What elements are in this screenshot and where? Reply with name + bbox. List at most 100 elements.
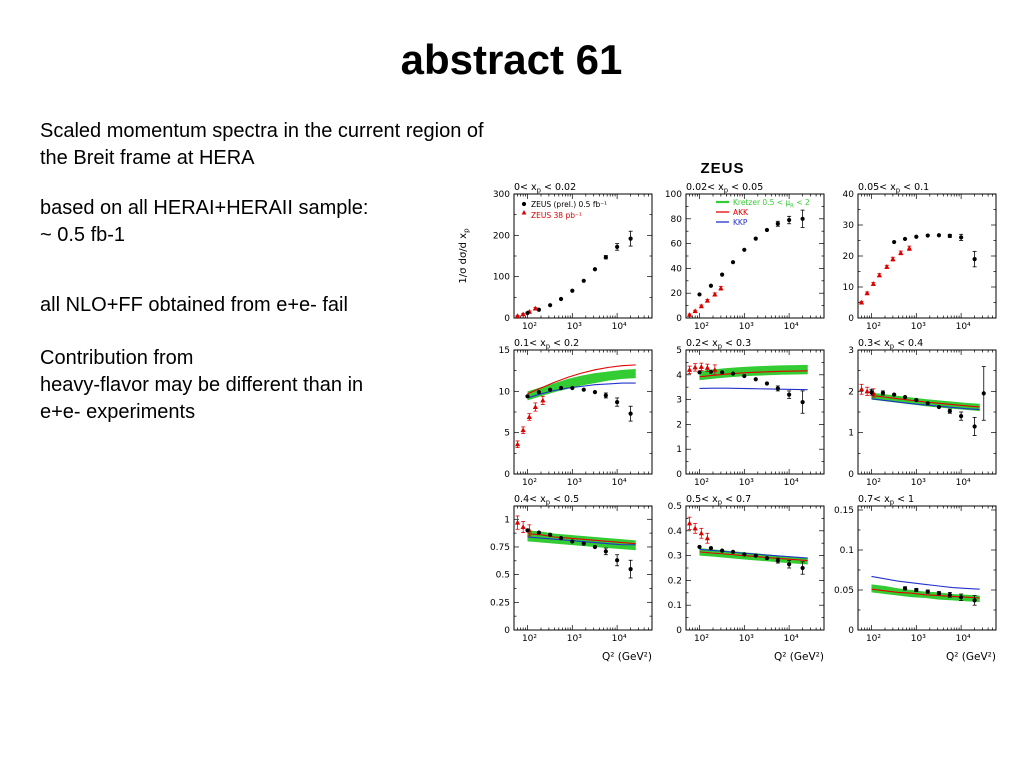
- zeus38-point: [704, 535, 710, 541]
- zeus-point: [936, 404, 942, 410]
- akk-line: [699, 370, 808, 378]
- zeus-point: [525, 394, 530, 399]
- zeus38-point: [698, 364, 704, 369]
- zeus38-point: [870, 281, 876, 286]
- y-tick-label: 0.25: [490, 598, 510, 608]
- y-tick-label: 15: [499, 346, 510, 356]
- zeus38-point: [884, 264, 890, 269]
- x-tick-label: 10²: [866, 322, 881, 332]
- x-tick-label: 10²: [694, 322, 709, 332]
- zeus-point: [947, 592, 952, 597]
- y-axis-title: 1/σ dσ/d xp: [458, 228, 471, 284]
- x-tick-label: 10⁴: [784, 634, 799, 644]
- panel-label: 0< xp < 0.02: [514, 182, 576, 195]
- kkp-line: [527, 382, 636, 399]
- plot-panel: 10² 10³ 10⁴ 0 100 200 300 0< xp < 0.02 ZEUS (pre…: [493, 182, 653, 332]
- zeus38-point: [906, 245, 912, 251]
- y-tick-label: 2: [676, 420, 682, 430]
- plot-panel: 10² 10³ 10⁴ 0 20 40 60 80 100 0.02< xp < 0.05 Kret…: [665, 182, 825, 332]
- legend-entry-zeus-prel: ZEUS (prel.) 0.5 fb⁻¹: [531, 200, 607, 209]
- akk-line: [527, 533, 636, 545]
- panel-label: 0.4< xp < 0.5: [514, 494, 579, 507]
- zeus38-point: [520, 427, 526, 433]
- y-tick-label: 60: [671, 240, 683, 250]
- zeus-point: [558, 536, 564, 541]
- y-tick-label: 0.4: [668, 527, 683, 537]
- zeus38-point: [712, 291, 718, 297]
- x-axis-title: Q² (GeV²): [774, 651, 824, 663]
- zeus-point: [548, 532, 553, 537]
- x-tick-label: 10⁴: [784, 322, 799, 332]
- zeus-point: [628, 411, 633, 416]
- zeus-point: [525, 528, 530, 533]
- y-tick-label: 0.1: [840, 546, 854, 556]
- y-tick-label: 0.3: [668, 552, 682, 562]
- y-tick-label: 0: [676, 314, 682, 324]
- y-tick-label: 10: [499, 387, 511, 397]
- zeus-point: [764, 555, 770, 561]
- panel-frame: [857, 505, 997, 631]
- zeus38-point: [698, 530, 704, 536]
- slide-title: abstract 61: [400, 36, 623, 83]
- akk-line: [527, 364, 636, 395]
- kkp-line: [699, 548, 808, 559]
- zeus38-point: [890, 256, 896, 262]
- akk-line: [871, 394, 980, 408]
- zeus38-point: [692, 364, 698, 370]
- y-tick-label: 20: [671, 289, 683, 299]
- plot-panel: 10² 10³ 10⁴ 0 10 20 30 400.05< xp < 0.1: [843, 182, 997, 332]
- y-tick-label: 5: [676, 346, 682, 356]
- zeus-point: [947, 409, 952, 414]
- plot-panel: 10² 10³ 10⁴ 0 1 2 3 0.3< xp < 0.4: [848, 338, 997, 488]
- x-tick-label: 10²: [522, 322, 537, 332]
- zeus-point: [972, 257, 977, 262]
- y-tick-label: 4: [676, 371, 682, 381]
- zeus-point: [581, 541, 586, 546]
- zeus-point: [720, 272, 725, 277]
- zeus-point: [972, 598, 977, 603]
- zeus-point: [880, 390, 886, 396]
- x-tick-label: 10⁴: [612, 478, 627, 488]
- zeus38-point: [692, 308, 698, 314]
- panel-label: 0.5< xp < 0.7: [686, 494, 751, 507]
- legend-entry-theory: AKK: [733, 208, 749, 217]
- zeus-point: [548, 303, 553, 308]
- zeus-point: [936, 233, 942, 238]
- y-tick-label: 0: [504, 626, 510, 636]
- zeus38-point: [692, 525, 698, 531]
- zeus38-point: [514, 313, 521, 318]
- x-tick-label: 10⁴: [784, 478, 799, 488]
- zeus-point: [730, 549, 736, 554]
- y-tick-label: 0: [848, 314, 854, 324]
- zeus-point: [708, 369, 714, 374]
- panel-label: 0.05< xp < 0.1: [858, 182, 929, 195]
- panel-label: 0.2< xp < 0.3: [686, 338, 751, 351]
- kkp-line: [527, 536, 636, 546]
- y-tick-label: 0: [504, 314, 510, 324]
- zeus-point: [536, 307, 542, 312]
- axis-ticks: [686, 193, 824, 319]
- panel-label: 0.02< xp < 0.05: [686, 182, 763, 195]
- zeus-point: [775, 558, 780, 563]
- zeus-point: [914, 587, 919, 593]
- zeus-point: [742, 373, 747, 379]
- kretzer-band: [527, 369, 636, 401]
- zeus-point: [548, 387, 553, 392]
- zeus-point: [959, 235, 964, 240]
- zeus-point: [708, 546, 714, 551]
- zeus38-point: [520, 524, 526, 530]
- kkp-line: [699, 387, 808, 391]
- zeus-point: [615, 399, 620, 405]
- y-tick-label: 1: [848, 429, 854, 439]
- zeus38-point: [858, 386, 865, 392]
- zeus38-point: [526, 414, 532, 419]
- y-tick-label: 0: [676, 626, 682, 636]
- zeus-point: [764, 381, 770, 386]
- text-line: based on all HERAI+HERAII sample:: [40, 197, 369, 219]
- zeus-point: [536, 530, 542, 535]
- zeus38-point: [514, 519, 521, 525]
- axis-ticks: [686, 505, 824, 631]
- zeus-point: [697, 292, 702, 297]
